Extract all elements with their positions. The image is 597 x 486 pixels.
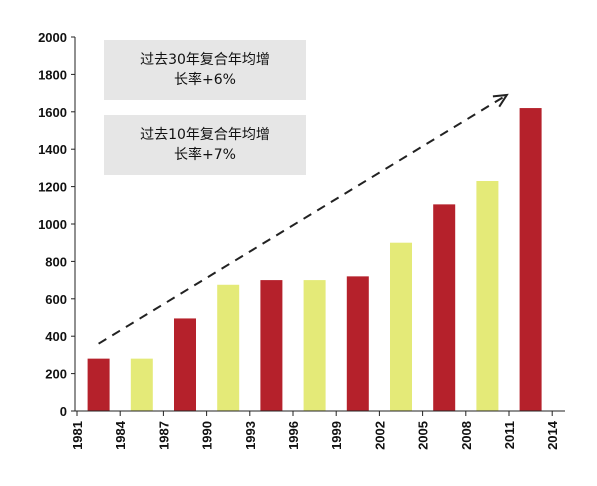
x-axis-ticks: 1981 1984 1987 1990 1993 1996 1999 2002 2005 2008… xyxy=(70,411,560,450)
y-tick-label: 800 xyxy=(45,254,67,269)
y-tick-label: 600 xyxy=(45,292,67,307)
bar xyxy=(476,180,499,411)
bar xyxy=(130,358,153,411)
bar xyxy=(433,204,456,411)
annotation-10-year-line2: 长率+7% xyxy=(174,147,236,163)
bars xyxy=(87,108,542,411)
y-tick-label: 2000 xyxy=(38,30,67,45)
x-tick-label: 2011 xyxy=(502,421,517,449)
x-tick-label: 2005 xyxy=(416,421,431,450)
annotation-30-year-line1: 过去30年复合年均增 xyxy=(140,52,270,68)
x-tick-label: 1993 xyxy=(243,421,258,450)
bar xyxy=(260,280,283,411)
bar xyxy=(390,242,412,411)
y-axis-ticks: 0 200 400 600 800 1000 1200 1400 1600 1800 2000 xyxy=(38,30,75,419)
y-tick-label: 1600 xyxy=(38,105,67,120)
bar xyxy=(174,318,196,411)
x-tick-label: 2014 xyxy=(545,420,560,450)
bar xyxy=(346,276,369,411)
bar xyxy=(303,280,326,411)
trend-arrow xyxy=(98,93,509,345)
y-tick-label: 0 xyxy=(60,404,67,419)
bar xyxy=(217,284,240,411)
y-tick-label: 1800 xyxy=(38,67,67,82)
x-tick-label: 1981 xyxy=(70,421,85,450)
y-tick-label: 1400 xyxy=(38,142,67,157)
annotation-10-year-line1: 过去10年复合年均增 xyxy=(140,127,270,143)
y-tick-label: 200 xyxy=(45,367,67,382)
y-tick-label: 1200 xyxy=(38,180,67,195)
annotation-30-year-line2: 长率+6% xyxy=(174,72,236,88)
x-tick-label: 2002 xyxy=(372,421,387,450)
bar xyxy=(519,108,542,411)
x-tick-label: 1996 xyxy=(286,421,301,450)
annotation-10-year: 过去10年复合年均增 长率+7% xyxy=(104,115,306,175)
y-tick-label: 400 xyxy=(45,329,67,344)
x-tick-label: 1999 xyxy=(329,421,344,450)
x-tick-label: 2008 xyxy=(459,421,474,450)
axes xyxy=(74,37,565,412)
x-tick-label: 1990 xyxy=(200,421,215,450)
annotation-30-year: 过去30年复合年均增 长率+6% xyxy=(104,40,306,100)
x-tick-label: 1987 xyxy=(156,421,171,450)
y-tick-label: 1000 xyxy=(38,217,67,232)
trend-arrowhead xyxy=(492,93,509,108)
x-tick-label: 1984 xyxy=(113,420,128,450)
bar xyxy=(87,358,110,411)
